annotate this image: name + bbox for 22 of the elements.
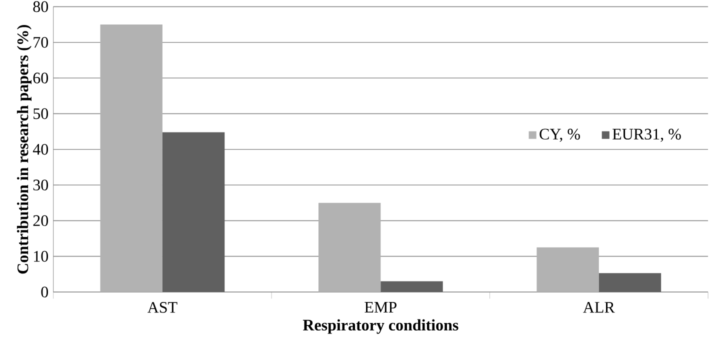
legend-label: EUR31, % xyxy=(612,128,681,142)
y-tick-label: 0 xyxy=(41,286,48,298)
x-tick-label: AST xyxy=(147,302,178,313)
y-axis-title: Contribution in research papers (%) xyxy=(16,25,32,274)
y-tick-label: 70 xyxy=(34,36,48,48)
legend-label: CY, % xyxy=(540,128,580,142)
y-tick-label: 80 xyxy=(33,1,48,12)
bar xyxy=(162,132,225,292)
bar xyxy=(536,247,599,292)
x-tick-label: EMP xyxy=(364,302,396,313)
x-tick-label: ALR xyxy=(583,302,615,313)
y-tick-label: 50 xyxy=(34,108,48,120)
bar xyxy=(598,273,662,292)
bar xyxy=(380,281,443,292)
y-tick-label: 20 xyxy=(33,215,48,226)
bar xyxy=(318,202,381,292)
y-tick-label: 10 xyxy=(34,250,48,262)
y-tick-label: 60 xyxy=(33,72,48,84)
y-tick-label: 30 xyxy=(33,180,48,190)
bar xyxy=(100,24,162,292)
x-axis-title: Respiratory conditions xyxy=(302,319,458,334)
y-tick-label: 40 xyxy=(32,144,48,155)
